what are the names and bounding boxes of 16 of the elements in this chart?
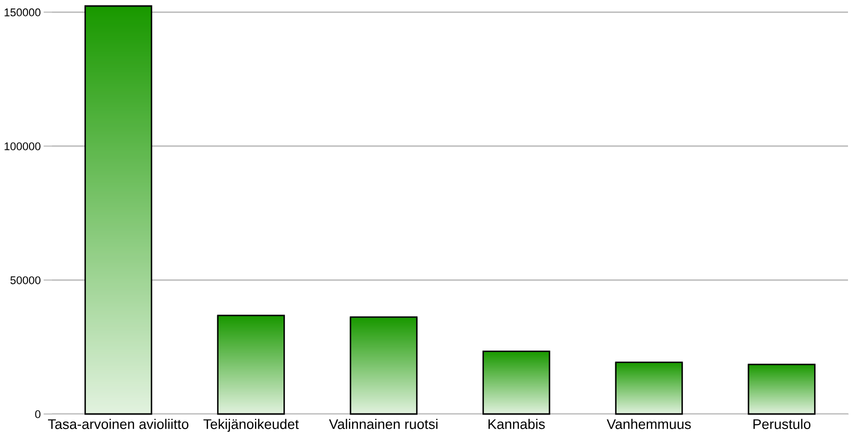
x-tick-label: Kannabis [488, 418, 545, 430]
bar [615, 362, 683, 415]
x-tick-label: Tasa-arvoinen avioliitto [48, 418, 188, 430]
bar [482, 350, 550, 415]
y-tick-label: 0 [35, 410, 40, 418]
x-tick-label: Valinnainen ruotsi [329, 418, 438, 430]
bar [748, 364, 816, 415]
x-tick-label: Perustulo [753, 418, 810, 430]
y-tick-label: 150000 [4, 8, 40, 16]
y-tick-label: 50000 [10, 276, 40, 284]
bar [217, 314, 285, 415]
bar [350, 316, 418, 415]
x-tick-label: Vanhemmuus [606, 418, 691, 430]
y-tick-label: 100000 [4, 142, 40, 150]
bar [84, 5, 152, 415]
x-tick-label: Tekijänoikeudet [203, 418, 299, 432]
